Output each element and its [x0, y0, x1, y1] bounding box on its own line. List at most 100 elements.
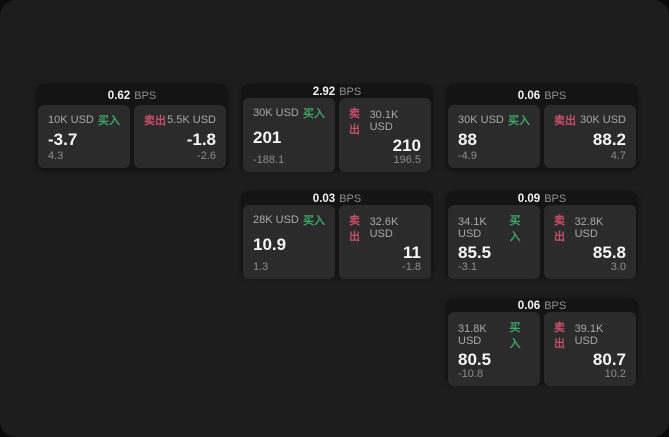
card-header: 0.03 BPS — [243, 193, 431, 205]
buy-price: 80.5 — [458, 350, 492, 369]
sell-tag: 卖出 — [144, 115, 166, 127]
sell-tag: 卖出 — [349, 215, 360, 243]
card-header: 0.06 BPS — [448, 86, 636, 105]
bps-value: 0.03 — [312, 193, 336, 205]
bps-unit-label: BPS — [134, 89, 157, 102]
quote-card: 0.62 BPS 10K USD 买入 -3.7 4.3 卖出 5.5K USD… — [36, 84, 228, 170]
sell-panel[interactable]: 卖出 30K USD 88.2 4.7 — [544, 105, 636, 168]
buy-panel[interactable]: 34.1K USD 买入 85.5 -3.1 — [448, 205, 540, 279]
sell-tag: 卖出 — [554, 322, 565, 350]
sell-panel-top: 卖出 32.6K USD — [349, 212, 421, 244]
buy-panel-top: 34.1K USD 买入 — [458, 212, 530, 244]
sell-amount: 32.6K USD — [369, 216, 399, 240]
buy-amount: 31.8K USD — [458, 323, 487, 347]
buy-panel-top: 30K USD 买入 — [253, 105, 325, 121]
sell-price: 80.7 — [592, 350, 626, 369]
sell-sub-value: -2.6 — [197, 150, 216, 162]
buy-panel[interactable]: 10K USD 买入 -3.7 4.3 — [38, 105, 130, 168]
buy-sub-value: -10.8 — [458, 368, 484, 380]
card-body: 30K USD 买入 88 -4.9 卖出 30K USD 88.2 4.7 — [448, 105, 636, 168]
buy-tag: 买入 — [509, 322, 521, 350]
buy-panel[interactable]: 31.8K USD 买入 80.5 -10.8 — [448, 312, 540, 386]
buy-price: 201 — [253, 128, 282, 147]
card-header: 2.92 BPS — [243, 86, 431, 98]
buy-price: -3.7 — [48, 129, 78, 149]
buy-amount: 30K USD — [458, 114, 504, 126]
card-body: 10K USD 买入 -3.7 4.3 卖出 5.5K USD -1.8 -2.… — [38, 105, 226, 168]
bps-value: 0.62 — [107, 89, 131, 102]
buy-price: 85.5 — [458, 243, 492, 262]
quote-card: 0.06 BPS 30K USD 买入 88 -4.9 卖出 30K USD 8… — [446, 84, 638, 170]
card-body: 34.1K USD 买入 85.5 -3.1 卖出 32.8K USD 85.8… — [448, 205, 636, 279]
sell-tag: 卖出 — [554, 215, 565, 243]
buy-amount: 10K USD — [48, 114, 94, 126]
bps-value: 0.06 — [517, 89, 541, 102]
bps-unit-label: BPS — [544, 193, 567, 205]
card-body: 30K USD 买入 201 -188.1 卖出 30.1K USD 210 1… — [243, 98, 431, 172]
sell-panel[interactable]: 卖出 5.5K USD -1.8 -2.6 — [134, 105, 226, 168]
sell-sub-value: 4.7 — [610, 150, 626, 162]
sell-panel-top: 卖出 32.8K USD — [554, 212, 626, 244]
card-header: 0.09 BPS — [448, 193, 636, 205]
buy-price: 10.9 — [253, 235, 287, 254]
buy-panel-top: 10K USD 买入 — [48, 112, 120, 128]
card-body: 31.8K USD 买入 80.5 -10.8 卖出 39.1K USD 80.… — [448, 312, 636, 386]
buy-sub-value: -3.1 — [458, 261, 477, 273]
sell-price: 85.8 — [592, 243, 626, 262]
buy-panel-top: 31.8K USD 买入 — [458, 319, 530, 351]
sell-amount: 30K USD — [580, 114, 626, 126]
sell-panel[interactable]: 卖出 32.8K USD 85.8 3.0 — [544, 205, 636, 279]
bps-value: 0.09 — [517, 193, 541, 205]
sell-panel[interactable]: 卖出 32.6K USD 11 -1.8 — [339, 205, 431, 279]
quote-card: 0.09 BPS 34.1K USD 买入 85.5 -3.1 卖出 32.8K… — [446, 191, 638, 279]
buy-tag: 买入 — [509, 215, 521, 243]
sell-tag: 卖出 — [349, 108, 360, 136]
sell-tag: 卖出 — [554, 115, 576, 127]
quote-card: 0.06 BPS 31.8K USD 买入 80.5 -10.8 卖出 39.1… — [446, 298, 638, 386]
buy-tag: 买入 — [508, 115, 530, 127]
sell-sub-value: 10.2 — [604, 368, 626, 380]
quote-card: 0.03 BPS 28K USD 买入 10.9 1.3 卖出 32.6K US… — [241, 191, 433, 279]
card-header: 0.62 BPS — [38, 86, 226, 105]
buy-sub-value: 4.3 — [48, 150, 64, 162]
sell-amount: 5.5K USD — [167, 114, 216, 126]
buy-amount: 34.1K USD — [458, 216, 487, 240]
card-header: 0.06 BPS — [448, 300, 636, 312]
quote-grid: 0.62 BPS 10K USD 买入 -3.7 4.3 卖出 5.5K USD… — [36, 84, 638, 386]
sell-sub-value: 196.5 — [393, 154, 421, 166]
buy-panel[interactable]: 30K USD 买入 88 -4.9 — [448, 105, 540, 168]
sell-price: 88.2 — [592, 129, 626, 149]
sell-amount: 30.1K USD — [369, 109, 399, 133]
bps-value: 0.06 — [517, 300, 541, 312]
sell-panel-top: 卖出 30.1K USD — [349, 105, 421, 137]
card-body: 28K USD 买入 10.9 1.3 卖出 32.6K USD 11 -1.8 — [243, 205, 431, 279]
quote-card: 2.92 BPS 30K USD 买入 201 -188.1 卖出 30.1K … — [241, 84, 433, 172]
buy-price: 88 — [458, 129, 477, 149]
sell-sub-value: -1.8 — [402, 261, 421, 273]
buy-amount: 30K USD — [253, 107, 299, 119]
bps-unit-label: BPS — [339, 86, 362, 98]
sell-panel[interactable]: 卖出 39.1K USD 80.7 10.2 — [544, 312, 636, 386]
buy-tag: 买入 — [303, 108, 325, 120]
buy-panel[interactable]: 30K USD 买入 201 -188.1 — [243, 98, 335, 172]
sell-panel[interactable]: 卖出 30.1K USD 210 196.5 — [339, 98, 431, 172]
bps-unit-label: BPS — [544, 300, 567, 312]
bps-unit-label: BPS — [339, 193, 362, 205]
buy-panel-top: 30K USD 买入 — [458, 112, 530, 128]
sell-price: 210 — [392, 136, 421, 155]
sell-amount: 32.8K USD — [574, 216, 604, 240]
sell-panel-top: 卖出 39.1K USD — [554, 319, 626, 351]
sell-panel-top: 卖出 5.5K USD — [144, 112, 216, 128]
sell-amount: 39.1K USD — [574, 323, 604, 347]
buy-panel[interactable]: 28K USD 买入 10.9 1.3 — [243, 205, 335, 279]
sell-price: 11 — [403, 243, 421, 262]
sell-panel-top: 卖出 30K USD — [554, 112, 626, 128]
buy-sub-value: -188.1 — [253, 154, 285, 166]
buy-tag: 买入 — [98, 115, 120, 127]
bps-unit-label: BPS — [544, 89, 567, 102]
buy-amount: 28K USD — [253, 214, 299, 226]
buy-sub-value: 1.3 — [253, 261, 269, 273]
buy-tag: 买入 — [303, 215, 325, 227]
sell-price: -1.8 — [186, 129, 216, 149]
